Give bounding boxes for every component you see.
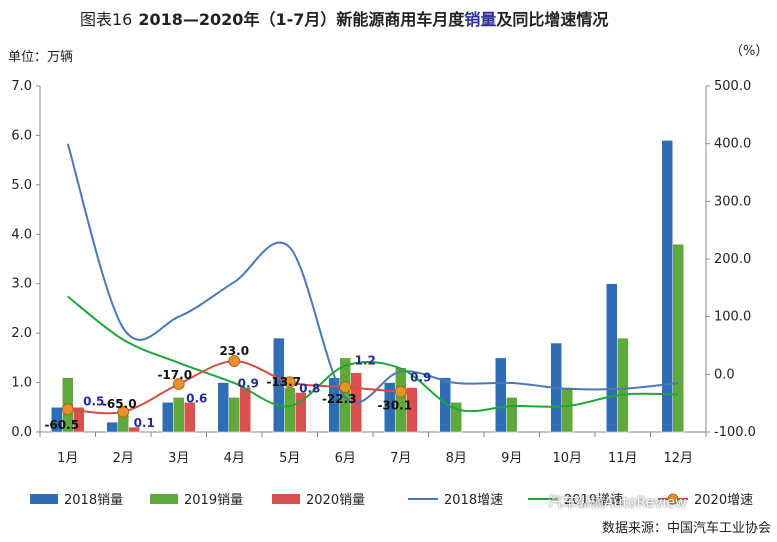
marker-2020增速 xyxy=(61,403,74,416)
y2-tick-label: -100.0 xyxy=(714,425,756,440)
title-suffix: 及同比增速情况 xyxy=(496,10,609,29)
x-tick-label: 12月 xyxy=(663,451,693,466)
y2-tick-label: 200.0 xyxy=(714,252,751,267)
bar-2018销量 xyxy=(273,337,285,433)
bar-2019销量 xyxy=(506,397,518,433)
right-axis-unit: （%） xyxy=(730,44,769,59)
x-tick-label: 2月 xyxy=(113,451,134,466)
bar-2018销量 xyxy=(217,382,229,433)
y-tick-label: 0.0 xyxy=(11,425,32,440)
marker-2020增速 xyxy=(394,385,407,398)
x-tick-label: 10月 xyxy=(552,451,582,466)
y-tick-label: 1.0 xyxy=(11,376,32,391)
bar-2018销量 xyxy=(606,283,618,433)
y-tick-label: 6.0 xyxy=(11,128,32,143)
marker-2020增速 xyxy=(117,405,130,418)
y2-tick-label: 400.0 xyxy=(714,137,751,152)
data-label-2020-growth: -17.0 xyxy=(157,368,192,382)
y2-tick-label: 500.0 xyxy=(714,79,751,94)
chart-title: 图表16 2018—2020年（1-7月）新能源商用车月度销量及同比增速情况 xyxy=(80,6,608,30)
x-tick-label: 4月 xyxy=(224,451,245,466)
bar-2019销量 xyxy=(617,337,629,433)
y-tick-label: 5.0 xyxy=(11,178,32,193)
bar-2019销量 xyxy=(450,402,462,433)
bar-2019销量 xyxy=(561,387,573,433)
data-label-2020-sales: 1.2 xyxy=(355,354,376,368)
marker-2020增速 xyxy=(228,355,241,367)
bar-2020销量 xyxy=(184,402,196,433)
marker-2020增速 xyxy=(172,378,185,391)
y-tick-label: 4.0 xyxy=(11,227,32,242)
bar-2018销量 xyxy=(661,140,673,433)
bar-2018销量 xyxy=(106,421,118,433)
x-tick-label: 5月 xyxy=(279,451,300,466)
bar-2020销量 xyxy=(128,426,140,433)
legend-label: 2019增速 xyxy=(564,493,623,508)
data-label-2020-growth: 23.0 xyxy=(219,344,249,358)
x-tick-label: 1月 xyxy=(57,451,78,466)
data-label-2020-growth: -30.1 xyxy=(377,399,412,413)
bar-2019销量 xyxy=(173,397,185,433)
x-tick-label: 7月 xyxy=(390,451,411,466)
title-main: 2018—2020年（1-7月）新能源商用车月度 xyxy=(138,10,465,29)
legend-marker xyxy=(667,493,679,505)
line-2019增速 xyxy=(67,295,679,413)
marker-2020增速 xyxy=(339,381,352,394)
data-label-2020-sales: 0.5 xyxy=(83,394,104,408)
left-axis-unit: 单位：万辆 xyxy=(8,50,74,65)
data-label-2020-growth: -22.3 xyxy=(322,392,357,406)
legend-label: 2019销量 xyxy=(184,493,243,508)
y-tick-label: 7.0 xyxy=(11,79,32,94)
data-label-2020-sales: 0.6 xyxy=(186,391,207,405)
x-tick-label: 9月 xyxy=(501,451,522,466)
bar-2019销量 xyxy=(228,397,240,433)
bar-2018销量 xyxy=(162,402,174,433)
legend-label: 2018销量 xyxy=(64,493,123,508)
bar-2020销量 xyxy=(239,387,251,433)
y-tick-label: 2.0 xyxy=(11,326,32,341)
y-tick-label: 3.0 xyxy=(11,277,32,292)
legend-swatch xyxy=(150,494,178,504)
legend-label: 2018增速 xyxy=(444,493,503,508)
bar-2020销量 xyxy=(295,392,307,433)
legend-label: 2020销量 xyxy=(306,493,365,508)
data-label-2020-sales: 0.8 xyxy=(299,381,320,395)
y2-tick-label: 300.0 xyxy=(714,194,751,209)
data-label-2020-growth: -13.7 xyxy=(266,375,301,389)
x-tick-label: 8月 xyxy=(446,451,467,466)
legend-swatch xyxy=(272,494,300,504)
y2-tick-label: 0.0 xyxy=(714,367,735,382)
figure-number: 图表16 xyxy=(80,10,133,29)
title-highlight: 销量 xyxy=(464,10,497,29)
y2-tick-label: 100.0 xyxy=(714,310,751,325)
bar-2019销量 xyxy=(284,387,296,433)
bar-2020销量 xyxy=(73,407,85,433)
legend-swatch xyxy=(30,494,58,504)
data-label-2020-growth: -65.0 xyxy=(102,397,137,411)
watermark: 汽车纵横AutoReview xyxy=(548,495,687,511)
x-tick-label: 11月 xyxy=(608,451,638,466)
data-label-2020-growth: -60.5 xyxy=(44,418,79,432)
marker-2020增速 xyxy=(283,376,296,389)
x-tick-label: 3月 xyxy=(168,451,189,466)
data-label-2020-sales: 0.9 xyxy=(410,371,431,385)
data-label-2020-sales: 0.1 xyxy=(134,416,155,430)
data-label-2020-sales: 0.9 xyxy=(238,377,259,391)
data-source: 数据来源：中国汽车工业协会 xyxy=(601,521,771,536)
bar-2020销量 xyxy=(406,387,418,433)
bar-2018销量 xyxy=(495,357,507,433)
x-tick-label: 6月 xyxy=(335,451,356,466)
legend-label: 2020增速 xyxy=(694,493,753,508)
bar-2019销量 xyxy=(672,243,684,433)
